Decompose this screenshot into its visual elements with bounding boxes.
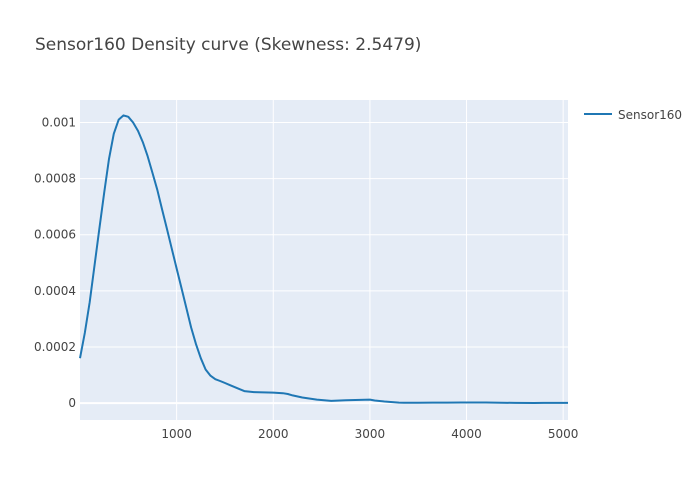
chart-title: Sensor160 Density curve (Skewness: 2.547…	[35, 35, 421, 55]
y-tick-label: 0	[68, 396, 76, 410]
y-tick-label: 0.001	[42, 115, 76, 129]
tick-labels: 1000 2000 3000 4000 5000 0 0.0002 0.0004 0.0006 0…	[34, 115, 578, 441]
y-tick-label: 0.0002	[34, 340, 76, 354]
x-tick-label: 3000	[355, 427, 386, 441]
y-tick-label: 0.0006	[34, 228, 76, 242]
series-line-sensor160	[79, 114, 568, 404]
y-tick-label: 0.0004	[34, 284, 76, 298]
series-layer	[79, 114, 568, 404]
plot-area	[80, 100, 568, 420]
x-tick-label: 1000	[161, 427, 192, 441]
x-tick-label: 4000	[451, 427, 482, 441]
x-tick-label: 2000	[258, 427, 289, 441]
y-tick-label: 0.0008	[34, 172, 76, 186]
x-tick-label: 5000	[548, 427, 579, 441]
legend-label-sensor160: Sensor160	[618, 108, 682, 122]
grid-lines	[80, 100, 568, 420]
legend[interactable]: Sensor160	[584, 108, 682, 122]
